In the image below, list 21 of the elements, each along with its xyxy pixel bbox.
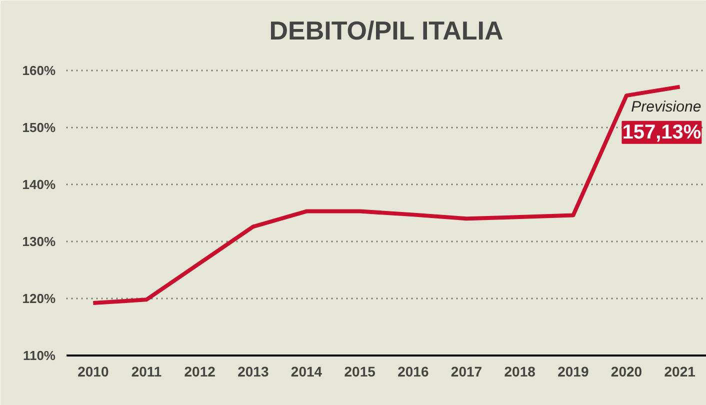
x-tick-label: 2019	[558, 364, 589, 380]
chart-title: DEBITO/PIL ITALIA	[269, 16, 504, 46]
y-tick-label: 140%	[22, 176, 56, 192]
x-tick-label: 2020	[610, 364, 642, 380]
y-tick-label: 110%	[22, 348, 56, 363]
y-tick-label: 150%	[22, 120, 56, 135]
x-tick-label: 2015	[344, 364, 376, 380]
x-tick-label: 2013	[238, 364, 269, 380]
x-tick-label: 2011	[131, 364, 162, 380]
x-tick-label: 2018	[504, 364, 536, 380]
x-tick-label: 2021	[664, 364, 696, 380]
annotation: Previsione	[631, 98, 702, 116]
x-tick-label: 2012	[184, 364, 216, 380]
x-tick-label: 2010	[78, 364, 109, 380]
y-tick-label: 160%	[22, 62, 56, 78]
x-tick-label: 2016	[398, 364, 429, 380]
y-tick-label: 130%	[22, 234, 56, 249]
y-tick-label: 120%	[22, 290, 56, 306]
x-tick-label: 2014	[290, 364, 322, 380]
x-tick-label: 2017	[450, 364, 482, 380]
data-label: 157,13%	[622, 121, 702, 144]
